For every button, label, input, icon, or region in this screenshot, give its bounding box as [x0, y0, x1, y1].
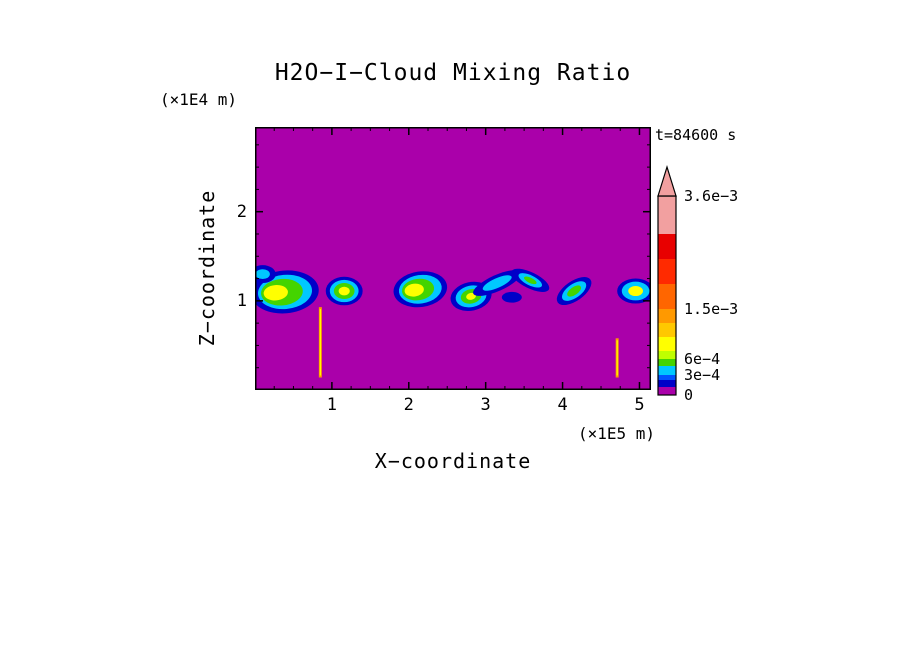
- x-tick-label: 3: [480, 395, 491, 415]
- colorbar-segment: [658, 259, 676, 284]
- colorbar-label: 1.5e−3: [684, 300, 739, 318]
- cloud-feature: [325, 276, 363, 306]
- colorbar: [657, 164, 677, 396]
- z-tick-label: 1: [236, 290, 247, 311]
- colorbar-segment: [658, 380, 676, 387]
- colorbar-segment: [658, 234, 676, 259]
- colorbar-label: 0: [684, 386, 694, 404]
- x-tick-label: 4: [557, 395, 568, 415]
- time-annotation: t=84600 s: [655, 126, 737, 144]
- x-tick-label: 5: [634, 395, 645, 415]
- cloud-feature: [393, 271, 448, 308]
- colorbar-segment: [658, 323, 676, 337]
- contour-plot: [255, 127, 651, 390]
- cloud-feature: [501, 291, 522, 303]
- colorbar-labels: 3.6e−3 1.5e−3 6e−4 3e−4 0: [684, 162, 784, 407]
- cloud-feature: [473, 270, 522, 296]
- x-tick-labels: 1 2 3 4 5: [255, 395, 651, 417]
- colorbar-segment: [658, 359, 676, 366]
- y-axis-unit-label: (×1E4 m): [160, 90, 238, 109]
- colorbar-segment: [658, 309, 676, 323]
- x-tick-label: 1: [326, 395, 338, 415]
- colorbar-segment: [658, 351, 676, 359]
- chart-title: H2O−I−Cloud Mixing Ratio: [274, 60, 632, 86]
- colorbar-label: 3.6e−3: [684, 187, 739, 205]
- cloud-feature: [617, 278, 651, 304]
- cloud-feature: [556, 277, 592, 306]
- plot-border: [255, 127, 651, 390]
- colorbar-label: 3e−4: [684, 366, 721, 384]
- colorbar-segment: [658, 366, 676, 375]
- colorbar-label: 6e−4: [684, 350, 721, 368]
- colorbar-segment: [658, 375, 676, 380]
- colorbar-arrow: [657, 164, 677, 197]
- x-tick-label: 2: [403, 395, 414, 415]
- cloud-feature: [255, 265, 276, 284]
- plot-background: [255, 127, 651, 390]
- colorbar-segment: [658, 337, 676, 351]
- cloud-feature: [511, 268, 550, 292]
- z-tick-label: 2: [236, 201, 247, 222]
- x-axis-title: X−coordinate: [374, 449, 532, 473]
- colorbar-segment: [658, 387, 676, 395]
- colorbar-segment: [658, 284, 676, 309]
- x-axis-unit-label: (×1E5 m): [577, 424, 655, 443]
- colorbar-segment: [658, 196, 676, 234]
